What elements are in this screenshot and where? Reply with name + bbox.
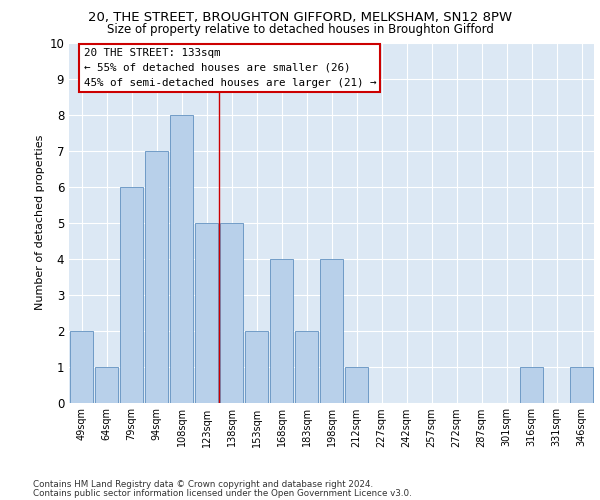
- Text: 20, THE STREET, BROUGHTON GIFFORD, MELKSHAM, SN12 8PW: 20, THE STREET, BROUGHTON GIFFORD, MELKS…: [88, 11, 512, 24]
- Bar: [70, 330, 93, 402]
- Bar: [170, 114, 193, 403]
- Bar: [95, 366, 118, 402]
- Bar: [120, 186, 143, 402]
- Y-axis label: Number of detached properties: Number of detached properties: [35, 135, 45, 310]
- Text: 20 THE STREET: 133sqm
← 55% of detached houses are smaller (26)
45% of semi-deta: 20 THE STREET: 133sqm ← 55% of detached …: [83, 48, 376, 88]
- Bar: [245, 330, 268, 402]
- Bar: [295, 330, 318, 402]
- Bar: [270, 258, 293, 402]
- Text: Contains public sector information licensed under the Open Government Licence v3: Contains public sector information licen…: [33, 489, 412, 498]
- Bar: [570, 366, 593, 402]
- Bar: [195, 222, 218, 402]
- Bar: [320, 258, 343, 402]
- Text: Contains HM Land Registry data © Crown copyright and database right 2024.: Contains HM Land Registry data © Crown c…: [33, 480, 373, 489]
- Bar: [145, 150, 168, 402]
- Bar: [520, 366, 543, 402]
- Text: Size of property relative to detached houses in Broughton Gifford: Size of property relative to detached ho…: [107, 23, 493, 36]
- Bar: [220, 222, 243, 402]
- Bar: [345, 366, 368, 402]
